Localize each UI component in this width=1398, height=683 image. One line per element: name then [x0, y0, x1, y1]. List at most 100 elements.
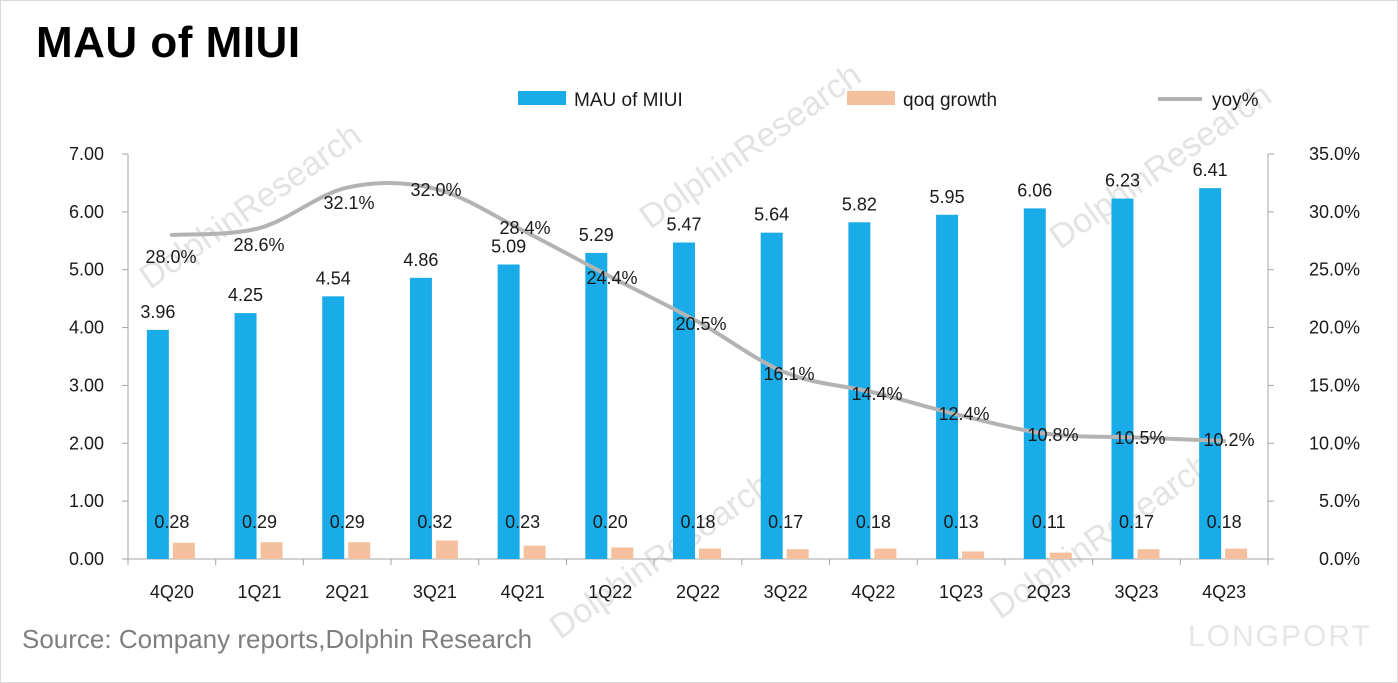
qoq-bar [260, 542, 283, 559]
y-right-tick-label: 0.0% [1319, 549, 1360, 569]
mau-data-label: 6.41 [1193, 160, 1228, 180]
legend-label-yoy: yoy% [1212, 90, 1259, 111]
yoy-data-label: 28.0% [145, 247, 196, 267]
x-tick-label: 1Q21 [238, 582, 282, 602]
qoq-bar [962, 551, 985, 559]
yoy-data-label: 14.4% [851, 384, 902, 404]
legend-swatch-qoq [847, 91, 895, 105]
mau-bar [146, 329, 169, 559]
legend-swatch-mau [518, 91, 566, 105]
qoq-data-label: 0.13 [944, 512, 979, 532]
chart-title: MAU of MIUI [36, 18, 301, 67]
mau-bar [409, 277, 432, 559]
qoq-data-label: 0.20 [593, 512, 628, 532]
mau-data-label: 6.23 [1105, 171, 1140, 191]
x-tick-label: 3Q21 [413, 582, 457, 602]
mau-data-label: 4.86 [403, 250, 438, 270]
y-right-tick-label: 25.0% [1309, 260, 1360, 280]
mau-data-label: 5.47 [666, 215, 701, 235]
mau-data-label: 5.82 [842, 194, 877, 214]
mau-data-label: 6.06 [1017, 180, 1052, 200]
mau-bar [322, 296, 345, 559]
qoq-bar [435, 540, 458, 559]
y-left-tick-label: 7.00 [69, 144, 104, 164]
x-tick-label: 1Q22 [588, 582, 632, 602]
x-tick-label: 4Q22 [851, 582, 895, 602]
qoq-data-label: 0.17 [768, 512, 803, 532]
qoq-data-label: 0.29 [330, 512, 365, 532]
source-note: Source: Company reports,Dolphin Research [22, 624, 533, 654]
y-left-tick-label: 0.00 [69, 549, 104, 569]
qoq-data-label: 0.11 [1032, 512, 1066, 532]
y-right-tick-label: 35.0% [1309, 144, 1360, 164]
y-left-tick-label: 1.00 [69, 491, 104, 511]
y-right-tick-label: 20.0% [1309, 318, 1360, 338]
yoy-data-label: 20.5% [675, 314, 726, 334]
mau-data-label: 3.96 [140, 302, 175, 322]
legend-label-mau: MAU of MIUI [574, 90, 683, 111]
qoq-data-label: 0.28 [154, 512, 189, 532]
watermark-4: DolphinResearch [983, 446, 1218, 627]
yoy-line [169, 181, 1227, 443]
mau-data-label: 5.95 [930, 187, 965, 207]
qoq-bar [874, 548, 897, 559]
qoq-bar [786, 549, 809, 559]
x-tick-label: 2Q23 [1027, 582, 1071, 602]
yoy-data-label: 28.4% [499, 218, 550, 238]
mau-bar [585, 252, 608, 559]
mau-data-label: 5.64 [754, 205, 789, 225]
mau-data-label: 5.09 [491, 237, 526, 257]
y-right-tick-label: 5.0% [1319, 491, 1360, 511]
x-tick-label: 2Q21 [325, 582, 369, 602]
yoy-data-label: 10.8% [1027, 425, 1078, 445]
y-right-tick-label: 30.0% [1309, 202, 1360, 222]
mau-bar [497, 264, 520, 559]
qoq-bar [523, 545, 546, 559]
watermark-3: DolphinResearch [543, 466, 778, 647]
x-tick-label: 2Q22 [676, 582, 720, 602]
qoq-data-label: 0.29 [242, 512, 277, 532]
y-right-tick-label: 10.0% [1309, 433, 1360, 453]
mau-bar [1111, 198, 1134, 560]
qoq-data-label: 0.18 [1207, 512, 1242, 532]
qoq-data-label: 0.18 [856, 512, 891, 532]
qoq-bar [699, 548, 721, 559]
qoq-data-label: 0.18 [680, 512, 715, 532]
yoy-data-label: 12.4% [938, 404, 989, 424]
y-left-tick-label: 4.00 [69, 318, 104, 338]
x-tick-label: 4Q20 [150, 582, 194, 602]
qoq-bar [172, 542, 195, 559]
x-tick-label: 3Q23 [1114, 582, 1158, 602]
y-right-tick-label: 15.0% [1309, 375, 1360, 395]
yoy-data-label: 24.4% [586, 268, 637, 288]
qoq-data-label: 0.23 [505, 512, 540, 532]
mau-data-label: 4.54 [316, 268, 351, 288]
x-tick-label: 4Q23 [1202, 582, 1246, 602]
qoq-data-label: 0.32 [417, 512, 452, 532]
qoq-bar [611, 547, 634, 559]
mau-bar [1199, 188, 1222, 559]
qoq-bar [1049, 552, 1072, 559]
watermark-1: DolphinResearch [633, 56, 868, 237]
yoy-data-label: 32.1% [323, 193, 374, 213]
y-left-tick-label: 5.00 [69, 260, 104, 280]
x-tick-label: 3Q22 [764, 582, 808, 602]
qoq-bar [348, 542, 371, 559]
y-left-tick-label: 3.00 [69, 375, 104, 395]
mau-data-label: 4.25 [228, 285, 263, 305]
legend-label-qoq: qoq growth [903, 90, 997, 111]
mau-data-label: 5.29 [579, 225, 614, 245]
mau-bar [673, 242, 695, 559]
mau-bar [760, 232, 783, 559]
yoy-data-label: 28.6% [233, 235, 284, 255]
yoy-data-label: 32.0% [410, 180, 461, 200]
mau-bar [1023, 208, 1046, 559]
y-left-tick-label: 6.00 [69, 202, 104, 222]
qoq-bar [1137, 549, 1160, 559]
qoq-data-label: 0.17 [1119, 512, 1154, 532]
yoy-data-label: 10.2% [1203, 430, 1254, 450]
mau-bar [234, 313, 257, 559]
x-tick-label: 1Q23 [939, 582, 983, 602]
